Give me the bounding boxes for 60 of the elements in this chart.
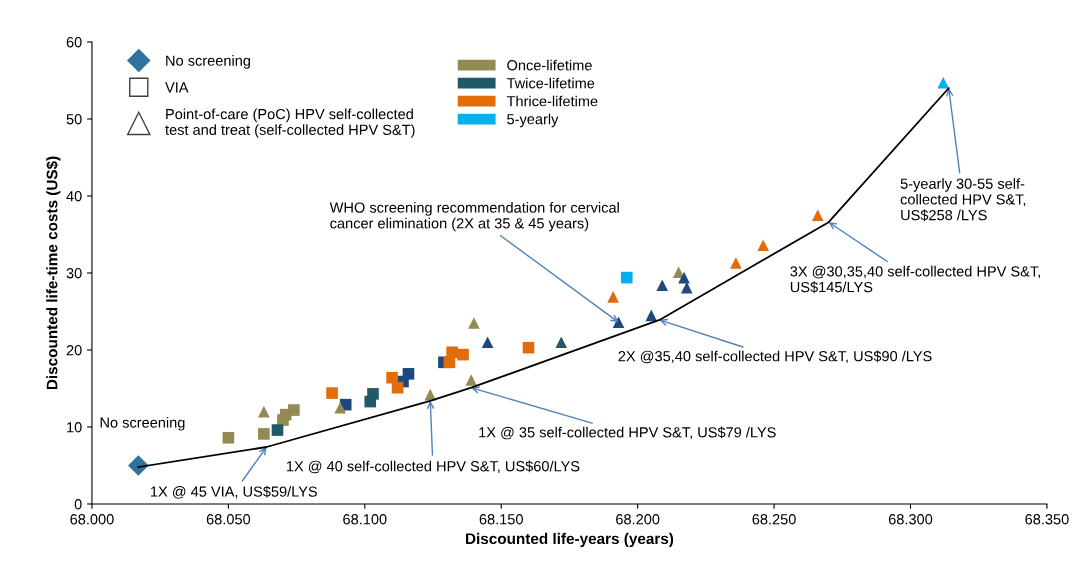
point bbox=[222, 431, 235, 444]
point bbox=[128, 455, 149, 476]
point bbox=[326, 387, 338, 399]
x-tick-label: 68.150 bbox=[479, 514, 523, 525]
x-tick-label: 68.100 bbox=[343, 514, 387, 525]
legend-label: Twice-lifetime bbox=[506, 77, 595, 89]
annotation: No screening bbox=[166, 55, 250, 69]
y-tick-label: 0 bbox=[74, 499, 82, 510]
point bbox=[457, 348, 469, 361]
x-tick-label: 68.000 bbox=[70, 514, 114, 525]
point bbox=[386, 371, 398, 384]
point bbox=[465, 374, 478, 386]
annotation: No screening bbox=[100, 417, 185, 431]
y-axis-title: Discounted life-time costs (US$) bbox=[45, 156, 61, 390]
annotation: 1X @ 35 self-collected HPV S&T, US$79 /LYS bbox=[479, 426, 776, 440]
y-tick-label: 50 bbox=[66, 114, 82, 125]
point bbox=[402, 368, 415, 380]
point bbox=[367, 388, 379, 400]
annotation: 2X @35,40 self-collected HPV S&T, US$90 /LYS bbox=[618, 350, 932, 364]
y-tick-label: 30 bbox=[66, 268, 82, 279]
point bbox=[446, 346, 458, 359]
point bbox=[391, 381, 404, 394]
point bbox=[757, 239, 769, 252]
annotation: 5-yearly 30-55 self- collected HPV S&T, US$258 /LYS bbox=[900, 178, 1026, 222]
legend-label: Once-lifetime bbox=[507, 59, 592, 71]
y-tick-label: 20 bbox=[66, 345, 82, 356]
point bbox=[258, 428, 270, 440]
annotation: 3X @30,35,40 self-collected HPV S&T, US$145/LYS bbox=[790, 265, 1040, 294]
point bbox=[271, 424, 284, 436]
x-tick-label: 68.350 bbox=[1025, 514, 1069, 525]
point bbox=[258, 405, 270, 418]
point bbox=[522, 341, 535, 354]
point bbox=[468, 317, 480, 329]
legend-label: 5-yearly bbox=[507, 113, 559, 128]
y-tick-label: 40 bbox=[66, 191, 82, 202]
point bbox=[620, 271, 633, 284]
point bbox=[937, 76, 950, 89]
point bbox=[811, 209, 824, 222]
x-tick-label: 68.300 bbox=[888, 514, 933, 525]
annotation: WHO screening recommendation for cervical cancer elimination (2X at 35 & 45 years) bbox=[329, 202, 619, 232]
point bbox=[612, 316, 625, 329]
y-tick-label: 10 bbox=[67, 422, 82, 433]
point bbox=[607, 291, 619, 303]
point bbox=[288, 404, 300, 416]
annotation: 1X @ 45 VIA, US$59/LYS bbox=[151, 485, 317, 499]
x-axis-title: Discounted life-years (years) bbox=[466, 532, 674, 548]
x-tick-label: 68.250 bbox=[752, 514, 796, 525]
point bbox=[730, 257, 742, 269]
point bbox=[334, 401, 347, 414]
legend-label: Thrice-lifetime bbox=[506, 95, 598, 107]
y-tick-label: 60 bbox=[66, 37, 82, 48]
annotation: 1X @ 40 self-collected HPV S&T, US$60/LYS bbox=[286, 460, 580, 474]
x-tick-label: 68.050 bbox=[206, 514, 251, 525]
annotation: VIA bbox=[165, 82, 189, 93]
x-tick-label: 68.200 bbox=[616, 514, 660, 525]
point bbox=[481, 336, 494, 349]
annotation: Point-of-care (PoC) HPV self-collected test and treat (self-collected HPV S&T) bbox=[165, 108, 415, 138]
point bbox=[645, 309, 658, 322]
point bbox=[555, 336, 568, 349]
point bbox=[656, 279, 669, 292]
